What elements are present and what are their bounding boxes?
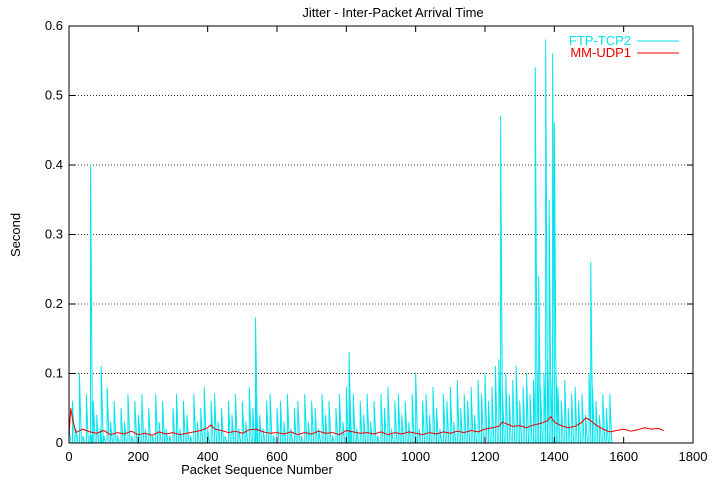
y-tick-label: 0: [56, 435, 63, 450]
x-tick-label: 1600: [609, 449, 638, 464]
legend-label-ftp-tcp2: FTP-TCP2: [569, 33, 631, 48]
x-tick-label: 1400: [540, 449, 569, 464]
x-tick-label: 800: [335, 449, 357, 464]
legend: FTP-TCP2 MM-UDP1: [569, 33, 679, 60]
x-axis-label: Packet Sequence Number: [181, 462, 333, 477]
x-tick-label: 200: [127, 449, 149, 464]
chart-title: Jitter - Inter-Packet Arrival Time: [302, 5, 483, 20]
x-tick-label: 1200: [471, 449, 500, 464]
y-tick-label: 0.5: [45, 88, 63, 103]
x-tick-label: 1800: [679, 449, 708, 464]
y-tick-label: 0.2: [45, 296, 63, 311]
x-tick-label: 400: [197, 449, 219, 464]
y-tick-label: 0.3: [45, 227, 63, 242]
x-tick-label: 0: [65, 449, 72, 464]
x-tick-label: 1000: [401, 449, 430, 464]
y-axis-label: Second: [8, 213, 23, 257]
y-tick-label: 0.4: [45, 157, 63, 172]
y-tick-label: 0.6: [45, 18, 63, 33]
x-tick-label: 600: [266, 449, 288, 464]
tick-layer: 0 0.1 0.2 0.3 0.4 0.5 0.6 0 200 400 600 800 1000 1200…: [45, 18, 708, 464]
legend-label-mm-udp1: MM-UDP1: [570, 45, 631, 60]
y-tick-label: 0.1: [45, 366, 63, 381]
series-line-mm-udp1: [68, 407, 664, 437]
